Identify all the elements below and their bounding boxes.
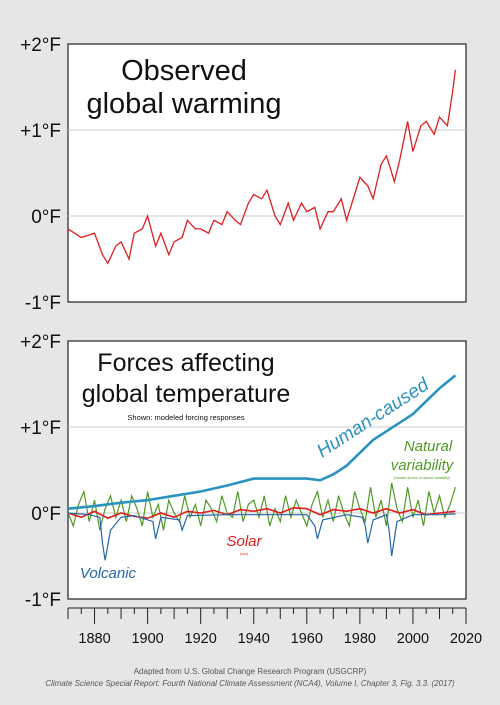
top-y-tick-label: +2°F	[20, 35, 61, 56]
observed-plot-area	[67, 43, 467, 303]
forces-title-line-1: Forces affecting	[97, 349, 274, 377]
x-tick-label: 1960	[291, 631, 323, 647]
solar-note: (sun)	[240, 552, 248, 556]
natural-variability-note: (climate drivers of natural variability)	[394, 476, 450, 480]
top-y-tick-label: 0°F	[31, 207, 61, 228]
natural-variability-line	[67, 482, 456, 531]
x-tick-label: 1900	[131, 631, 163, 647]
top-y-tick-label: +1°F	[20, 121, 61, 142]
natural-variability-label-line-1: Natural	[404, 438, 453, 455]
bottom-y-tick-label: +2°F	[20, 332, 61, 353]
observed-temperature-line	[67, 69, 457, 265]
volcanic-line	[67, 512, 456, 561]
top-y-tick-label: -1°F	[25, 293, 61, 314]
credit-line-2: Climate Science Special Report: Fourth N…	[45, 679, 455, 688]
forces-plot-area	[67, 340, 467, 600]
forces-title-line-2: global temperature	[82, 380, 290, 408]
natural-variability-label-line-2: variability	[391, 457, 455, 474]
x-tick-label: 1880	[78, 631, 110, 647]
credit-line-1: Adapted from U.S. Global Change Research…	[134, 667, 367, 676]
bottom-y-tick-label: +1°F	[20, 418, 61, 439]
human-caused-line	[67, 374, 457, 510]
bottom-y-tick-label: -1°F	[25, 590, 61, 611]
volcanic-label: Volcanic	[80, 565, 137, 582]
solar-label: Solar	[226, 533, 262, 550]
bottom-y-tick-label: 0°F	[31, 504, 61, 525]
observed-title-line-2: global warming	[86, 88, 281, 120]
forces-subtitle: Shown: modeled forcing responses	[127, 413, 244, 422]
x-tick-label: 2020	[450, 631, 482, 647]
observed-title-line-1: Observed	[121, 55, 247, 87]
x-axis: 1880 1900 1920 1940 1960 1980 2000 2020	[67, 607, 482, 647]
observed-panel: +2°F +1°F 0°F -1°F Observed global warming	[20, 35, 467, 314]
x-tick-label: 2000	[397, 631, 429, 647]
x-tick-label: 1920	[185, 631, 217, 647]
x-tick-label: 1980	[344, 631, 376, 647]
forces-panel: +2°F +1°F 0°F -1°F Forces affecting global …	[20, 332, 467, 611]
x-tick-label: 1940	[238, 631, 270, 647]
